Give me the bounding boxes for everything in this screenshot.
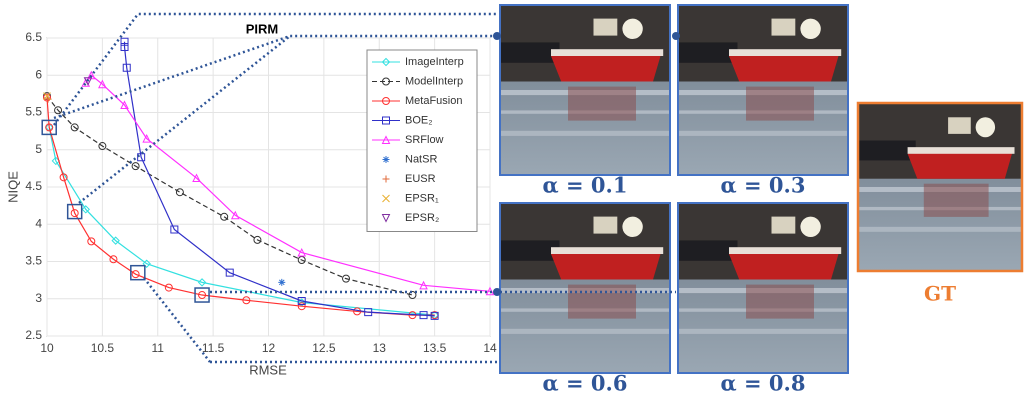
y-tick-label: 5.5 xyxy=(25,105,42,119)
x-tick-label: 10.5 xyxy=(91,341,115,355)
x-tick-label: 12 xyxy=(262,341,276,355)
result-image xyxy=(500,203,670,373)
legend-label: EPSR₂ xyxy=(405,212,439,224)
figure: PIRM RMSE NIQE 2.5 3 3.5 4 4.5 5 5.5 6 6.5 10 10.5… xyxy=(0,0,1029,403)
x-tick-label: 11.5 xyxy=(202,341,225,355)
legend-label: EPSR₁ xyxy=(405,192,439,204)
result-image xyxy=(678,5,848,175)
gt-caption: GT xyxy=(924,282,956,306)
image-caption: α = 0.1 xyxy=(543,173,628,198)
x-tick-label: 14 xyxy=(483,341,497,355)
y-tick-label: 6 xyxy=(35,67,42,81)
result-image xyxy=(678,203,848,373)
legend-label: ModelInterp xyxy=(405,75,463,87)
chart: PIRM RMSE NIQE 2.5 3 3.5 4 4.5 5 5.5 6 6.5 10 10.5… xyxy=(5,21,497,377)
x-tick-label: 12.5 xyxy=(312,341,336,355)
x-tick-label: 11 xyxy=(152,341,165,355)
x-axis-label: RMSE xyxy=(249,362,287,377)
y-tick-label: 3 xyxy=(35,291,42,305)
x-tick-label: 13.5 xyxy=(423,341,447,355)
y-tick-label: 5 xyxy=(35,142,42,156)
image-caption: α = 0.6 xyxy=(543,371,628,396)
x-tick-label: 13 xyxy=(373,341,387,355)
connector-dot xyxy=(672,32,680,40)
legend-label: ImageInterp xyxy=(405,56,464,68)
image-caption: α = 0.8 xyxy=(721,371,806,396)
y-axis-label: NIQE xyxy=(5,171,20,203)
legend-label: BOE₂ xyxy=(405,114,433,126)
y-tick-label: 2.5 xyxy=(25,328,42,342)
y-tick-label: 6.5 xyxy=(25,30,42,44)
gt-panel: GT xyxy=(858,103,1022,306)
y-tick-label: 3.5 xyxy=(25,254,42,268)
chart-title: PIRM xyxy=(246,21,279,36)
gt-image xyxy=(859,104,1021,270)
x-tick-label: 10 xyxy=(40,341,54,355)
panels: α = 0.1 α = 0.3 α = 0.6 α = 0.8 xyxy=(493,5,848,396)
legend-label: SRFlow xyxy=(405,134,444,146)
legend-label: MetaFusion xyxy=(405,95,462,107)
y-tick-label: 4 xyxy=(35,216,42,230)
legend-marker xyxy=(383,156,390,163)
result-image xyxy=(500,5,670,175)
legend-label: NatSR xyxy=(405,153,437,165)
legend-label: EUSR xyxy=(405,173,436,185)
y-tick-label: 4.5 xyxy=(25,179,42,193)
image-caption: α = 0.3 xyxy=(721,173,806,198)
